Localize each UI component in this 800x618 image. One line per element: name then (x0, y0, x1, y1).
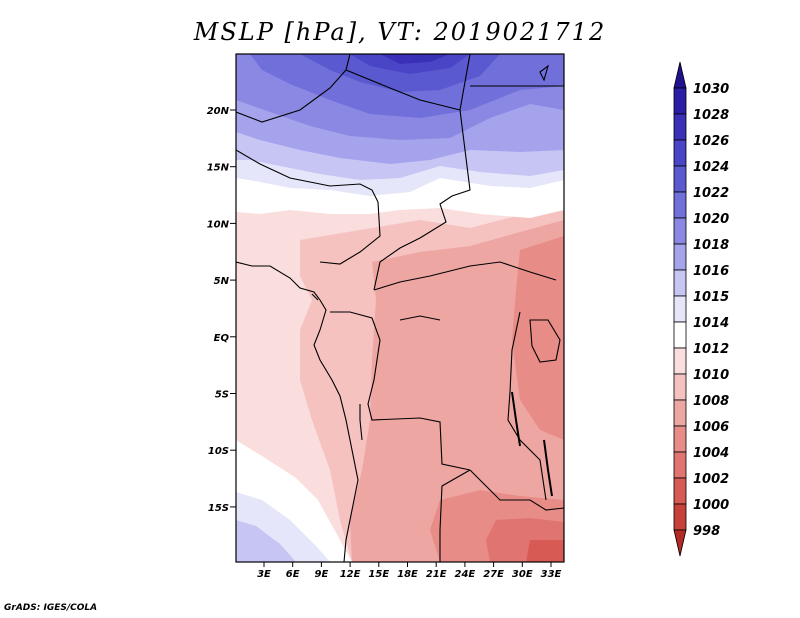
lon-label: 15E (368, 569, 389, 580)
lon-label: 3E (257, 569, 271, 580)
lat-label: 15S (208, 503, 229, 514)
colorbar-segment (673, 295, 687, 323)
grads-credit: GrADS: IGES/COLA (4, 603, 98, 613)
field-1012-coast (236, 262, 312, 330)
colorbar-segment (673, 165, 687, 193)
colorbar-segment (673, 347, 687, 375)
lon-label: 18E (397, 569, 418, 580)
colorbar-segment (673, 113, 687, 141)
colorbar-label: 1006 (693, 420, 729, 435)
border-nigeria-cameroon (319, 201, 381, 265)
lon-label: 33E (541, 569, 562, 580)
colorbar-segment (673, 243, 687, 271)
colorbar-label: 1030 (693, 82, 729, 97)
colorbar-label: 1022 (693, 186, 729, 201)
border-car (373, 261, 557, 291)
colorbar-label: 1000 (693, 498, 729, 513)
lat-label: 15N (207, 163, 230, 174)
border-congo-angola (330, 311, 471, 471)
lon-label: 24E (455, 569, 476, 580)
border-cabinda (359, 404, 363, 441)
lon-label: 12E (340, 569, 361, 580)
lat-label: 10N (207, 219, 230, 230)
colorbar-label: 1026 (693, 134, 729, 149)
map-frame (235, 53, 565, 563)
colorbar: 1030 1028 1026 1024 1022 1020 1018 1016 1015 1014… (673, 61, 729, 557)
colorbar-segment (673, 373, 687, 401)
colorbar-segment (673, 321, 687, 349)
colorbar-segment (673, 139, 687, 167)
border-north-central (345, 54, 471, 111)
colorbar-label: 1024 (693, 160, 729, 175)
colorbar-label: 1004 (693, 446, 729, 461)
chart-title: MSLP [hPa], VT: 2019021712 (193, 18, 607, 46)
colorbar-segment (673, 503, 687, 531)
lat-label: EQ (214, 333, 230, 344)
colorbar-segment (673, 191, 687, 219)
field-1026-north (350, 54, 470, 74)
colorbar-segment (673, 269, 687, 297)
border-zambia-south (469, 469, 564, 511)
lon-label: 9E (315, 569, 329, 580)
lake-victoria (529, 319, 561, 363)
field-1028-north (380, 54, 450, 64)
border-chad-sudan (373, 109, 471, 291)
bioko (311, 293, 319, 301)
lon-label: 21E (426, 569, 447, 580)
lake-tanganyika (511, 391, 521, 447)
colorbar-label: 1012 (693, 342, 729, 357)
lon-label: 30E (512, 569, 533, 580)
border-eastern-rift (507, 311, 547, 501)
colorbar-segment (673, 451, 687, 479)
coastline-west (236, 261, 359, 562)
colorbar-segment (673, 477, 687, 505)
colorbar-label: 1008 (693, 394, 729, 409)
border-sahel (236, 149, 379, 203)
colorbar-label: 1014 (693, 316, 729, 331)
coastlines-borders (236, 54, 564, 562)
colorbar-label: 1010 (693, 368, 729, 383)
colorbar-label: 998 (693, 524, 720, 539)
lon-label: 27E (483, 569, 504, 580)
lon-label: 6E (286, 569, 300, 580)
colorbar-label: 1015 (693, 290, 729, 305)
river-congo (399, 315, 441, 321)
colorbar-label: 1028 (693, 108, 729, 123)
lat-label: 20N (207, 106, 230, 117)
colorbar-label: 1002 (693, 472, 729, 487)
colorbar-segment (673, 425, 687, 453)
field-1002-se (526, 540, 564, 562)
lat-axis: 20N 15N 10N 5N EQ 5S 10S 15S (207, 106, 236, 514)
colorbar-label: 1020 (693, 212, 729, 227)
colorbar-segment (673, 217, 687, 245)
colorbar-top-arrow (673, 61, 687, 89)
pressure-field (236, 54, 564, 562)
lat-label: 5S (215, 390, 229, 401)
colorbar-label: 1016 (693, 264, 729, 279)
lake-malawi (543, 439, 553, 497)
border-namibia (439, 469, 471, 562)
field-1008 (350, 220, 564, 562)
colorbar-bottom-arrow (673, 529, 687, 557)
border-north-west (236, 54, 351, 123)
lat-label: 10S (208, 446, 229, 457)
colorbar-label: 1018 (693, 238, 729, 253)
lon-axis: 3E 6E 9E 12E 15E 18E 21E 24E 27E 30E 33E (257, 562, 562, 580)
colorbar-segment (673, 87, 687, 115)
lat-label: 5N (214, 276, 230, 287)
field-1016-sw (236, 520, 296, 562)
field-1006-east (512, 236, 564, 440)
colorbar-segment (673, 399, 687, 427)
sinai (539, 64, 549, 82)
